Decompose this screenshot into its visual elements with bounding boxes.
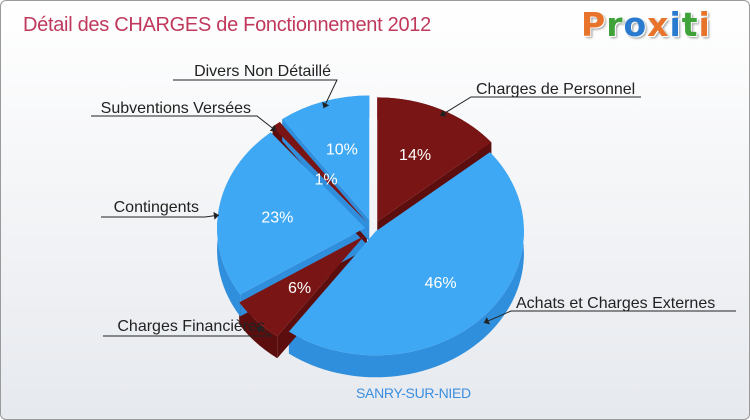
logo-letter: i [698,5,711,44]
leader-line-divers-non-detaille [173,79,338,109]
leader-line-achats-et-charges-externes [483,310,736,324]
logo-letter: i [669,5,682,44]
pct-label-charges-financieres: 6% [288,280,311,297]
category-label-charges-financieres: Charges Financières [117,318,265,335]
logo-letter: P [581,5,607,44]
proxiti-logo: Proxiti [581,5,711,44]
slice-divers-non-detaille[interactable] [282,95,370,220]
category-label-charges-de-personnel: Charges de Personnel [476,81,635,98]
pct-label-charges-de-personnel: 14% [399,147,431,164]
category-label-divers-non-detaille: Divers Non Détaillé [194,63,331,80]
pct-label-contingents: 23% [261,209,293,226]
leader-arrow-achats-et-charges-externes [483,317,490,325]
category-label-subventions-versees: Subventions Versées [101,100,251,117]
slice-subventions-versees[interactable] [272,122,367,223]
logo-letter: r [606,5,624,44]
chart-title: Détail des CHARGES de Fonctionnement 201… [23,14,431,36]
pct-label-subventions-versees: 1% [314,171,337,188]
logo-letter: t [681,5,699,44]
category-label-contingents: Contingents [114,199,199,216]
slice-charges-financieres[interactable] [239,235,365,337]
leader-arrow-subventions-versees [269,124,277,132]
leader-arrow-divers-non-detaille [322,101,330,109]
slice-achats-et-charges-externes[interactable] [288,152,524,356]
leader-arrow-contingents [213,211,219,220]
slice-contingents[interactable] [217,132,366,295]
leader-line-charges-financieres [103,326,273,337]
category-label-achats-et-charges-externes: Achats et Charges Externes [516,295,715,312]
leader-arrow-charges-de-personnel [440,109,447,117]
logo-letter: x [647,5,670,44]
leader-line-charges-de-personnel [440,96,641,117]
logo-letter: o [623,5,648,44]
pct-label-achats-et-charges-externes: 46% [425,275,457,292]
pct-label-divers-non-detaille: 10% [326,142,358,159]
slice-charges-de-personnel[interactable] [377,97,492,222]
leader-line-subventions-versees [91,115,277,132]
town-name: SANRY-SUR-NIED [356,385,471,401]
leader-arrow-charges-financieres [256,326,263,334]
